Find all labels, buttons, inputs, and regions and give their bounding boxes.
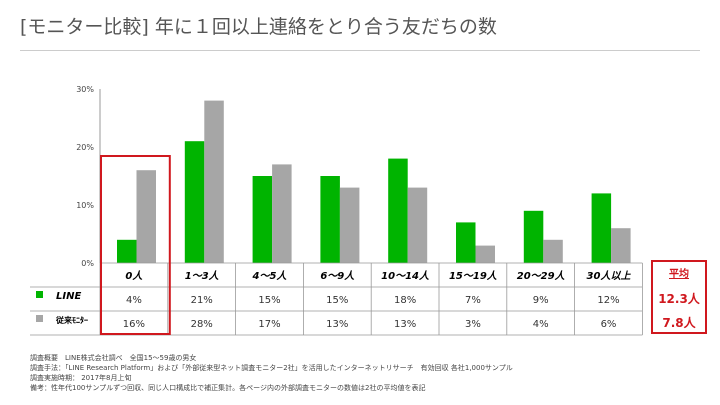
category-label: 6～9人 <box>320 270 355 282</box>
data-label: 15% <box>326 295 348 306</box>
category-label: 0人 <box>125 270 143 282</box>
data-label: 16% <box>123 319 145 330</box>
average-box <box>651 260 707 334</box>
bar-monitor <box>407 187 428 263</box>
legend-swatch <box>36 291 43 298</box>
bar-line <box>117 239 137 263</box>
data-label: 4% <box>126 295 142 306</box>
bar-line <box>388 158 408 263</box>
data-label: 4% <box>533 319 549 330</box>
bar-line <box>523 210 544 263</box>
bar-line <box>456 222 476 263</box>
highlight-box <box>100 155 171 335</box>
data-label: 3% <box>465 319 481 330</box>
data-label: 12% <box>597 295 619 306</box>
bar-monitor <box>136 170 156 263</box>
y-tick-label: 0% <box>81 259 94 268</box>
note-line: 調査実施時期： 2017年8月上旬 <box>30 374 132 382</box>
note-line: 備考：性年代100サンプルずつ回収、同じ人口構成比で補正集計。各ページ内の外部調… <box>30 384 426 392</box>
category-label: 15～19人 <box>449 270 498 282</box>
title-divider <box>20 50 700 51</box>
y-tick-label: 20% <box>76 143 94 152</box>
bar-line <box>591 193 612 263</box>
bar-monitor <box>611 228 631 263</box>
page-title: [モニター比較] 年に１回以上連絡をとり合う友だちの数 <box>20 16 497 38</box>
bar-line <box>320 176 340 263</box>
data-label: 9% <box>533 295 549 306</box>
data-label: 21% <box>191 295 213 306</box>
legend-swatch <box>36 315 43 322</box>
average-label: 平均 <box>669 267 689 280</box>
y-tick-label: 10% <box>76 201 94 210</box>
y-tick-label: 30% <box>76 85 94 94</box>
data-label: 18% <box>394 295 416 306</box>
bar-monitor <box>339 187 360 263</box>
legend-label: LINE <box>56 291 81 302</box>
bar-monitor <box>475 245 495 263</box>
data-label: 15% <box>258 295 280 306</box>
data-label: 13% <box>326 319 348 330</box>
category-label: 4～5人 <box>252 270 288 282</box>
average-value: 7.8人 <box>662 315 696 330</box>
category-label: 20～29人 <box>517 270 566 282</box>
note-line: 調査手法：「LINE Research Platform」および「外部従来型ネッ… <box>30 364 513 372</box>
category-label: 1～3人 <box>185 270 220 282</box>
data-label: 7% <box>465 295 481 306</box>
bar-monitor <box>543 239 563 263</box>
average-value: 12.3人 <box>658 291 701 306</box>
category-label: 10～14人 <box>381 270 430 282</box>
data-label: 6% <box>601 319 617 330</box>
legend-label: 従来ﾓﾆﾀｰ <box>55 315 88 325</box>
data-label: 28% <box>191 319 213 330</box>
bar-monitor <box>272 164 292 263</box>
bar-line <box>184 141 205 263</box>
data-label: 13% <box>394 319 416 330</box>
category-label: 30人以上 <box>587 270 632 282</box>
bar-monitor <box>204 100 224 263</box>
data-label: 17% <box>258 319 280 330</box>
bar-line <box>252 176 273 263</box>
note-line: 調査概要 LINE株式会社調べ 全国15～59歳の男女 <box>30 354 197 362</box>
